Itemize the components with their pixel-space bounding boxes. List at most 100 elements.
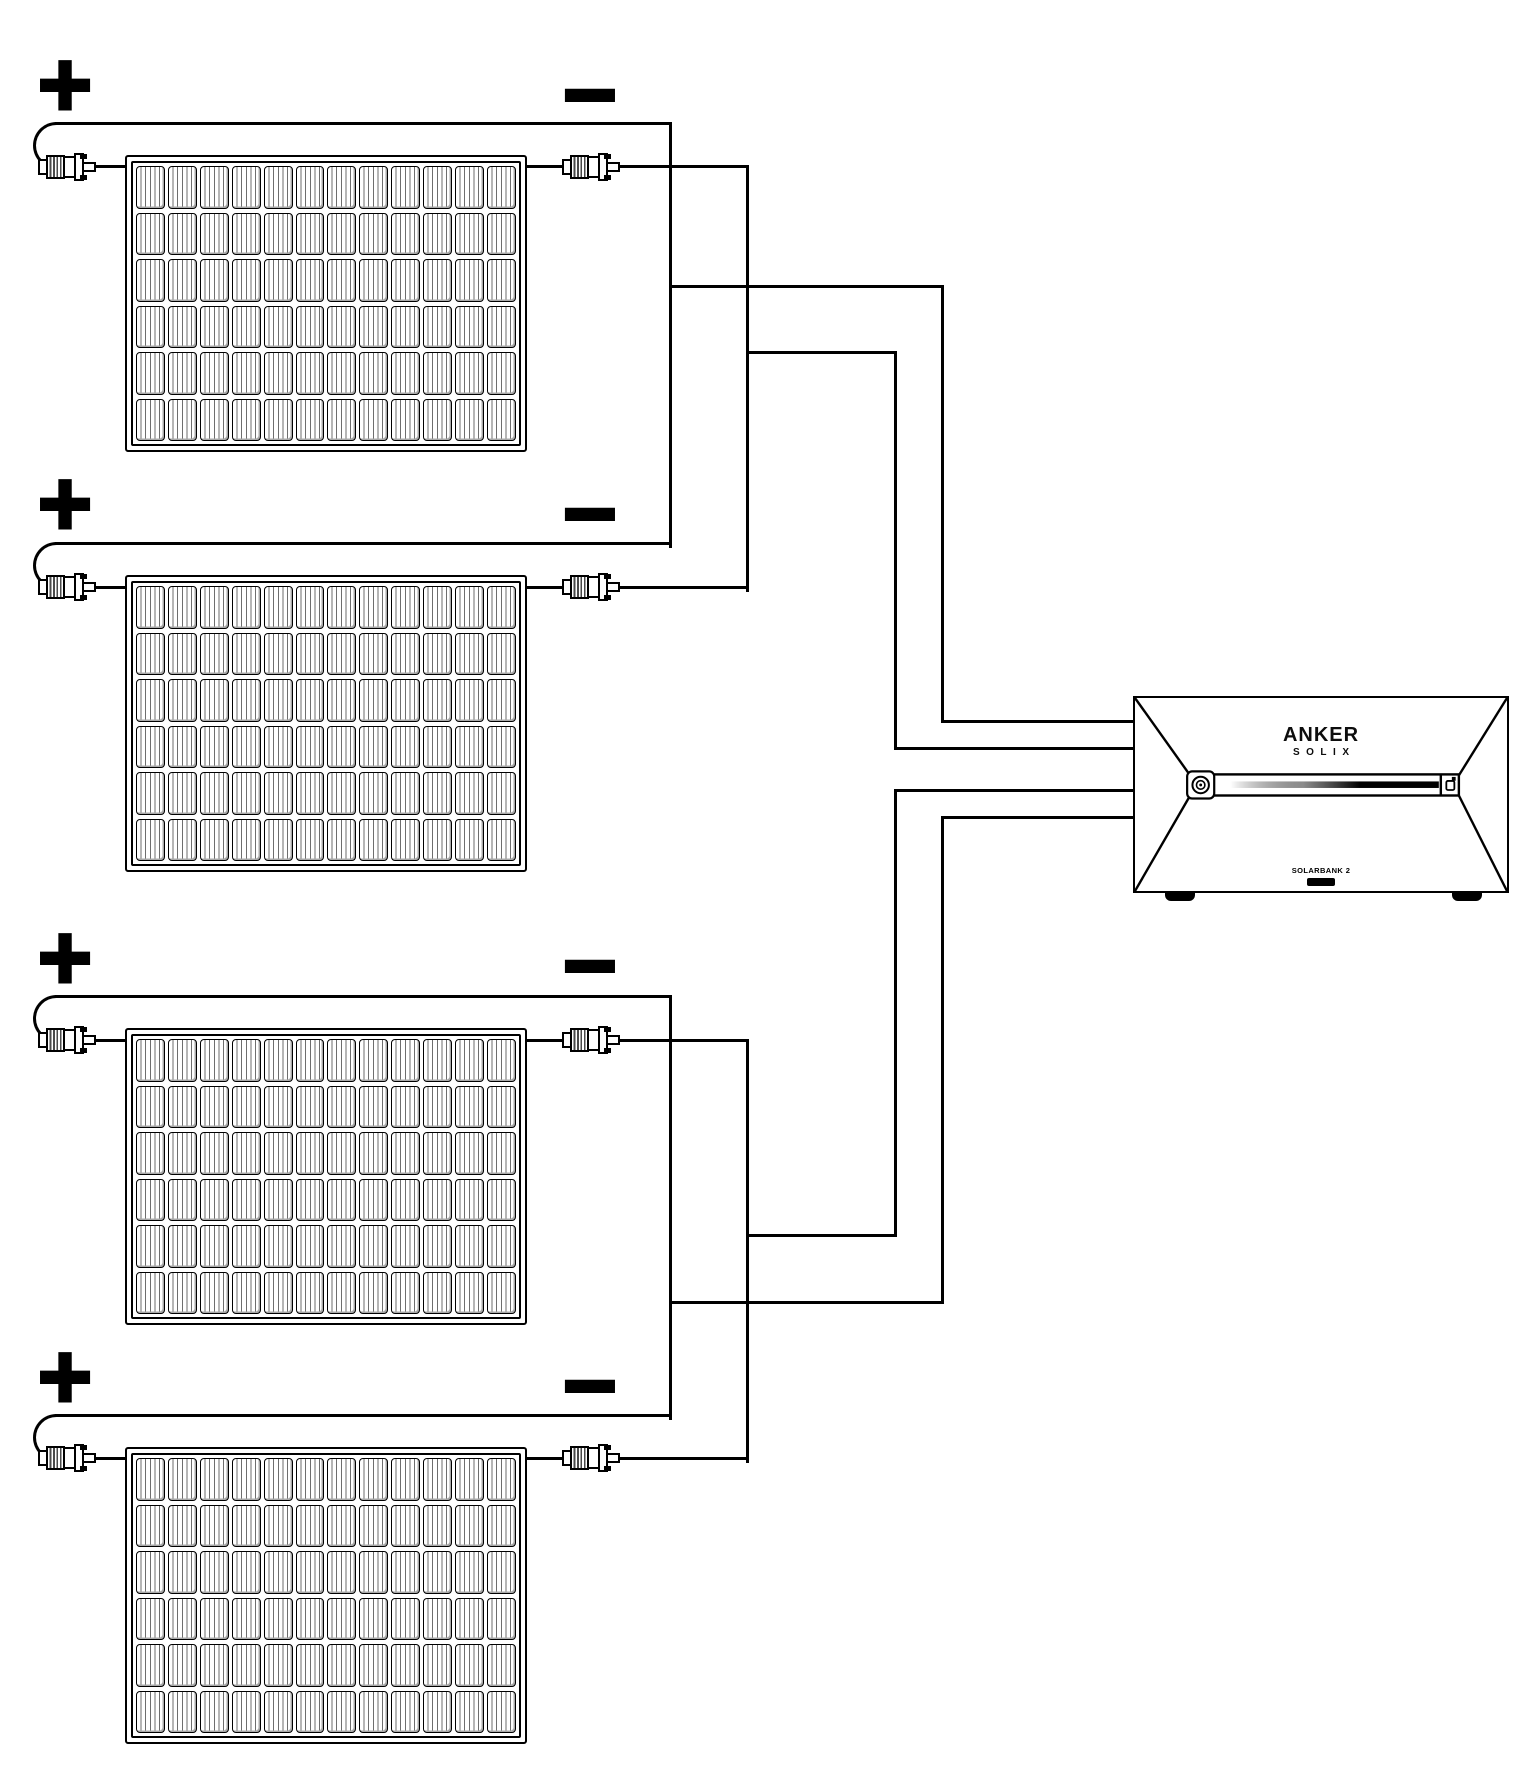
solar-cell bbox=[359, 259, 389, 302]
solar-cell bbox=[327, 398, 357, 441]
solar-cell bbox=[263, 1690, 293, 1733]
solar-cell bbox=[359, 1132, 389, 1175]
solar-cell bbox=[199, 632, 229, 675]
solar-panel-3 bbox=[125, 1028, 527, 1325]
solar-cell bbox=[136, 1132, 165, 1175]
mc4-connector-p3-left bbox=[38, 1026, 96, 1054]
solar-cell bbox=[295, 259, 325, 302]
solar-cell bbox=[263, 772, 293, 815]
solar-cell bbox=[231, 1504, 261, 1547]
solar-cell bbox=[487, 1551, 516, 1594]
solarbank-device: ANKER SOLIX SOLARBANK 2 bbox=[1133, 696, 1509, 893]
solar-cell bbox=[327, 1551, 357, 1594]
solar-cell bbox=[327, 725, 357, 768]
solar-cell bbox=[487, 1597, 516, 1640]
mc4-connector-p1-right bbox=[562, 153, 620, 181]
solar-cell bbox=[455, 1132, 485, 1175]
solar-cell bbox=[455, 772, 485, 815]
solar-cell bbox=[359, 1085, 389, 1128]
solar-cell bbox=[295, 1597, 325, 1640]
wire-pair1-plus-tap bbox=[669, 285, 944, 288]
solar-cell bbox=[487, 1271, 516, 1314]
solar-cell bbox=[167, 1225, 197, 1268]
solar-cell bbox=[359, 679, 389, 722]
solar-cell bbox=[136, 166, 165, 209]
solar-cell bbox=[231, 212, 261, 255]
solar-cell bbox=[455, 1504, 485, 1547]
solar-cell bbox=[231, 1178, 261, 1221]
solar-cell bbox=[359, 1271, 389, 1314]
p1-plus-label: + bbox=[32, 41, 97, 126]
solar-cell bbox=[423, 398, 453, 441]
device-series-label: SOLIX bbox=[1292, 747, 1356, 758]
solar-cell bbox=[327, 166, 357, 209]
solar-cell bbox=[231, 398, 261, 441]
solar-panel-4 bbox=[125, 1447, 527, 1744]
solar-cell bbox=[487, 166, 516, 209]
p1-minus-label: − bbox=[557, 51, 622, 136]
solar-cell bbox=[136, 1644, 165, 1687]
solar-cell bbox=[231, 166, 261, 209]
solar-cell bbox=[423, 679, 453, 722]
solar-cell bbox=[423, 1597, 453, 1640]
solar-cell bbox=[199, 1178, 229, 1221]
solar-cell bbox=[423, 166, 453, 209]
solar-cell bbox=[199, 1271, 229, 1314]
mc4-connector-p2-right bbox=[562, 573, 620, 601]
solar-cell bbox=[167, 1178, 197, 1221]
p2-minus-label: − bbox=[557, 470, 622, 555]
solar-cell bbox=[359, 1039, 389, 1082]
solar-cell bbox=[231, 1225, 261, 1268]
solar-cell bbox=[423, 305, 453, 348]
solar-cell bbox=[295, 586, 325, 629]
solar-cell bbox=[487, 259, 516, 302]
panel-cell-grid bbox=[136, 1458, 516, 1733]
solar-cell bbox=[295, 1132, 325, 1175]
solar-cell bbox=[391, 679, 421, 722]
solar-cell bbox=[327, 352, 357, 395]
solar-cell bbox=[231, 632, 261, 675]
solar-cell bbox=[295, 166, 325, 209]
lead-p1-left bbox=[96, 165, 127, 168]
solar-cell bbox=[391, 586, 421, 629]
solar-cell bbox=[136, 352, 165, 395]
wire-pair1-minus-in bbox=[894, 747, 1135, 750]
wire-p3-plus-top bbox=[55, 995, 672, 998]
wire-p4-minus-lead bbox=[618, 1457, 749, 1460]
solar-cell bbox=[487, 352, 516, 395]
wire-p2-minus-lead bbox=[618, 586, 749, 589]
solar-cell bbox=[327, 772, 357, 815]
solar-cell bbox=[327, 212, 357, 255]
solar-cell bbox=[455, 166, 485, 209]
solar-cell bbox=[231, 1085, 261, 1128]
solar-cell bbox=[199, 818, 229, 861]
solar-cell bbox=[167, 1132, 197, 1175]
solar-cell bbox=[327, 259, 357, 302]
solar-cell bbox=[295, 725, 325, 768]
solar-cell bbox=[455, 586, 485, 629]
solar-cell bbox=[231, 1132, 261, 1175]
lead-p1-right bbox=[527, 165, 565, 168]
solar-cell bbox=[359, 212, 389, 255]
solar-cell bbox=[231, 352, 261, 395]
solar-cell bbox=[263, 1271, 293, 1314]
solar-cell bbox=[455, 1597, 485, 1640]
solar-cell bbox=[199, 1644, 229, 1687]
wire-p2-plus-top bbox=[55, 542, 672, 545]
solar-cell bbox=[391, 1690, 421, 1733]
device-foot-right bbox=[1452, 892, 1482, 901]
solar-cell bbox=[359, 818, 389, 861]
solar-cell bbox=[487, 818, 516, 861]
solar-cell bbox=[199, 352, 229, 395]
solar-cell bbox=[391, 1039, 421, 1082]
solar-cell bbox=[423, 1458, 453, 1501]
p4-minus-label: − bbox=[557, 1342, 622, 1427]
iot-button-icon bbox=[1445, 776, 1456, 791]
solar-cell bbox=[327, 1132, 357, 1175]
solar-cell bbox=[487, 679, 516, 722]
solar-cell bbox=[359, 352, 389, 395]
solar-cell bbox=[487, 1085, 516, 1128]
wire-p1-minus-lead bbox=[618, 165, 749, 168]
solar-cell bbox=[295, 305, 325, 348]
